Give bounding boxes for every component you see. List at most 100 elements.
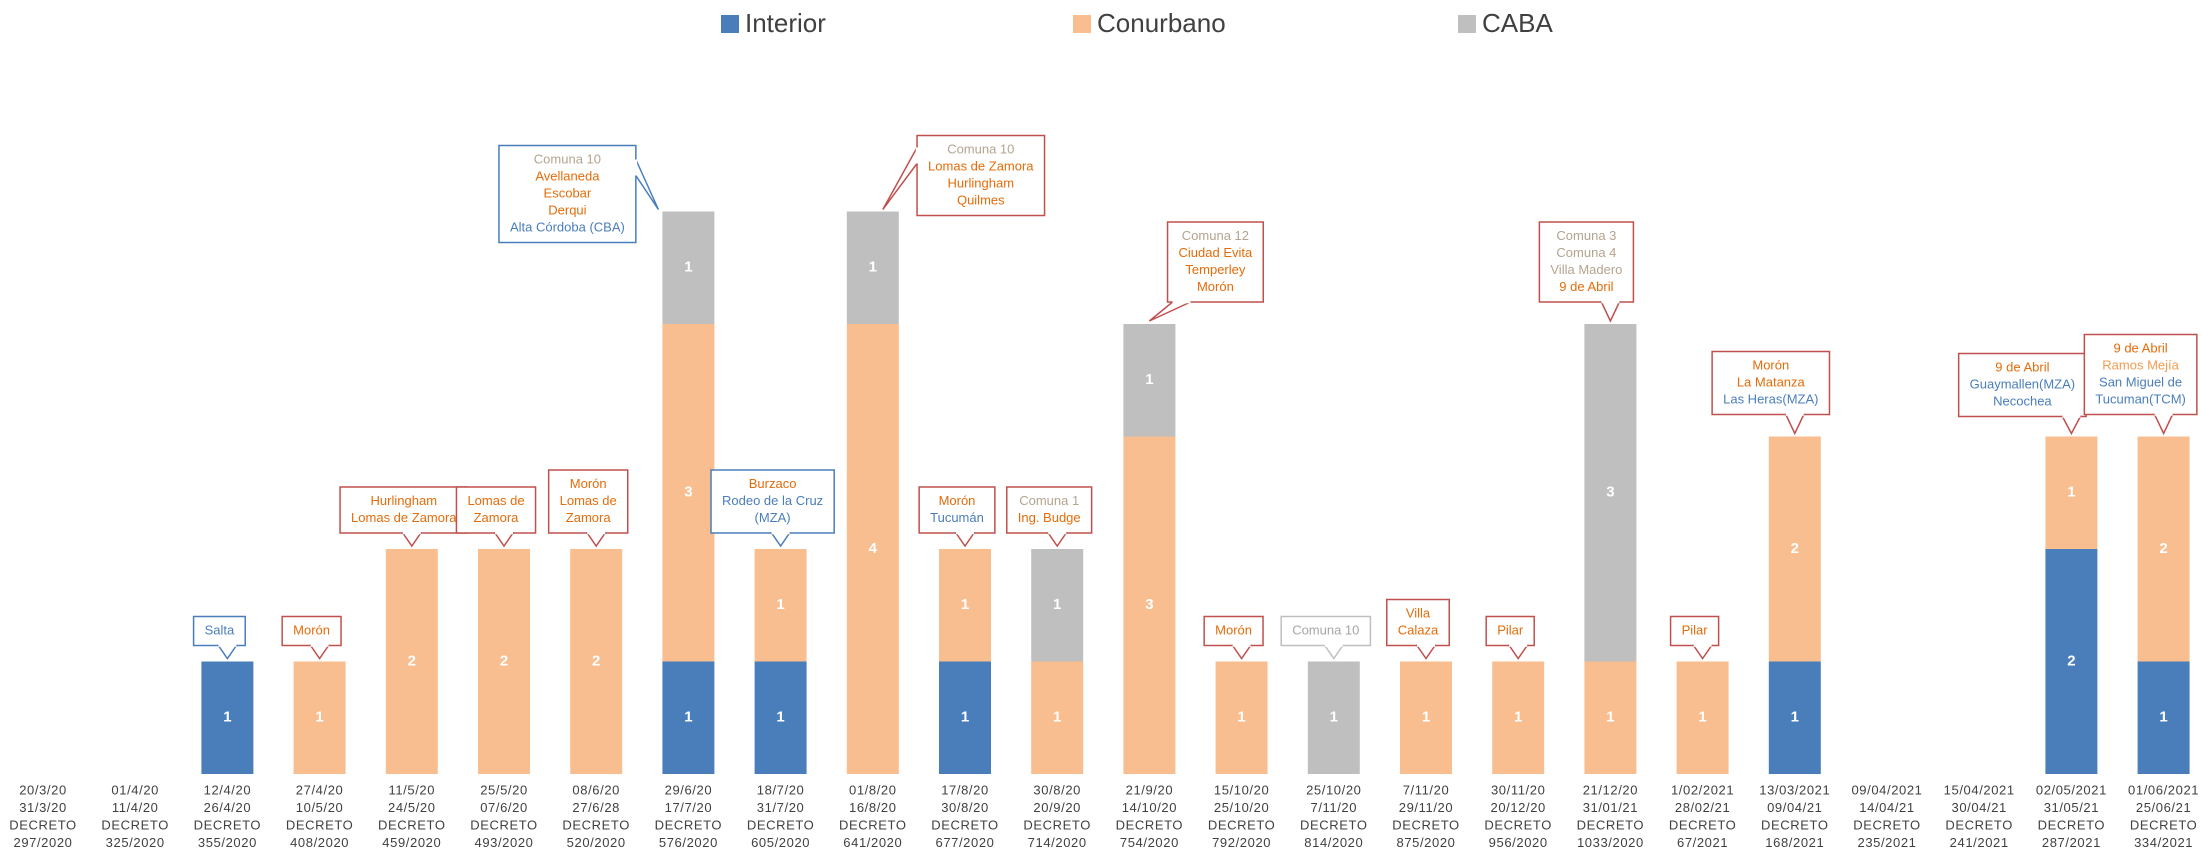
x-tick-label: 25/10/20: [1306, 782, 1361, 797]
callout-text: Lomas de Zamora: [351, 510, 457, 525]
callout-pointer: [770, 532, 792, 548]
callout-text: Lomas de: [467, 493, 524, 508]
callout-text: Necochea: [1993, 393, 2052, 408]
callout-box: [1203, 615, 1264, 647]
x-tick-label: 792/2020: [1212, 835, 1271, 849]
x-tick-label: 09/04/2021: [1851, 782, 1922, 797]
callout-box: [547, 469, 629, 534]
callout-box: [1957, 352, 2087, 418]
callout-text: Hurlingham: [371, 493, 437, 508]
callout-text: Salta: [205, 622, 235, 637]
callout-box: [2083, 333, 2198, 416]
segment-label: 2: [2067, 652, 2075, 669]
x-tick-label: 20/3/20: [19, 782, 67, 797]
callout-text: (MZA): [755, 510, 791, 525]
callout-text: Escobar: [544, 185, 592, 200]
callout-text: Las Heras(MZA): [1723, 391, 1818, 406]
x-tick-label: 01/06/2021: [2128, 782, 2199, 797]
segment-label: 1: [1791, 709, 1799, 726]
x-tick-label: 18/7/20: [757, 782, 805, 797]
bar-segment: [1123, 324, 1176, 437]
callout: Comuna 1 Ing. Budge: [1006, 486, 1093, 548]
x-tick-label: DECRETO: [1945, 817, 2013, 832]
x-tick-label: 14/10/20: [1122, 800, 1177, 815]
legend-swatch: [1073, 15, 1091, 33]
callout-text: Lomas de: [560, 493, 617, 508]
segment-label: 1: [1053, 596, 1061, 613]
callout-box: [916, 134, 1046, 217]
bar-segment: [1584, 661, 1637, 774]
x-tick-label: 1/02/2021: [1671, 782, 1734, 797]
segment-label: 2: [592, 652, 600, 669]
callout-pointer: [401, 532, 423, 548]
callout-pointer: [1415, 644, 1437, 660]
x-tick-label: DECRETO: [1484, 817, 1552, 832]
x-tick-label: 677/2020: [935, 835, 994, 849]
x-tick-label: 12/4/20: [204, 782, 252, 797]
x-tick-label: 17/7/20: [665, 800, 713, 815]
x-tick-label: DECRETO: [378, 817, 446, 832]
callout: Morón: [1203, 615, 1264, 660]
callout-pointer: [1600, 301, 1621, 323]
callout-text: Pilar: [1682, 622, 1709, 637]
x-tick-label: 26/4/20: [204, 800, 252, 815]
callout-text: Morón: [1215, 622, 1252, 637]
callout-text: Calaza: [1398, 622, 1439, 637]
segment-label: 1: [2067, 484, 2075, 501]
callout: Comuna 10: [1280, 615, 1372, 660]
bar-segment: [201, 661, 254, 774]
callout-pointer: [1148, 301, 1191, 322]
x-tick-label: DECRETO: [9, 817, 77, 832]
bar-segment: [939, 661, 991, 774]
x-tick-label: 67/2021: [1677, 835, 1728, 849]
callout-pointer: [2061, 415, 2082, 436]
segment-label: 1: [223, 709, 231, 726]
bar-segment: [754, 661, 807, 774]
x-tick-label: 27/4/20: [296, 782, 344, 797]
bar-segment: [1768, 436, 1821, 662]
x-tick-label: 714/2020: [1028, 835, 1087, 849]
callout-box: [1538, 221, 1635, 303]
x-tick-label: 07/6/20: [480, 800, 528, 815]
callout-text: Comuna 4: [1556, 245, 1616, 260]
x-tick-label: DECRETO: [931, 817, 999, 832]
bar-segment: [662, 324, 715, 662]
callout-pointer: [1507, 644, 1529, 660]
callout: Morón La Matanza Las Heras(MZA): [1711, 350, 1831, 436]
bar-segment: [1215, 661, 1268, 774]
x-tick-label: 20/12/20: [1490, 800, 1545, 815]
x-tick-label: DECRETO: [1300, 817, 1368, 832]
legend-swatch: [721, 15, 739, 33]
callout-text: Rodeo de la Cruz: [722, 493, 823, 508]
callout-text: 9 de Abril: [1995, 359, 2049, 374]
x-tick-label: 334/2021: [2134, 835, 2193, 849]
bar-segment: [385, 549, 438, 774]
callout-box: [1711, 350, 1831, 416]
x-tick-label: 13/03/2021: [1759, 782, 1830, 797]
callout-pointer: [1231, 644, 1253, 660]
bar-segment: [570, 549, 623, 774]
x-tick-label: 24/5/20: [388, 800, 436, 815]
legend-label: CABA: [1482, 8, 1553, 38]
x-tick-label: 11/4/20: [112, 800, 159, 815]
callout: Lomas de Zamora: [455, 486, 537, 548]
callout: Comuna 12 Ciudad Evita Temperley Morón: [1148, 221, 1265, 322]
segment-label: 4: [869, 540, 878, 557]
x-tick-label: 28/02/21: [1675, 800, 1730, 815]
x-tick-label: 493/2020: [474, 835, 533, 849]
x-tick-label: 25/5/20: [480, 782, 528, 797]
callout-text: Comuna 10: [534, 151, 601, 166]
segment-label: 1: [1606, 709, 1614, 726]
x-tick-label: DECRETO: [655, 817, 723, 832]
bar-segment: [846, 211, 899, 324]
bar-segment: [2137, 661, 2190, 774]
callout-text: Tucuman(TCM): [2095, 391, 2186, 406]
segment-label: 2: [2159, 540, 2167, 557]
x-tick-label: DECRETO: [1392, 817, 1460, 832]
x-tick-label: DECRETO: [1577, 817, 1645, 832]
callout-text: Zamora: [474, 510, 520, 525]
segment-label: 1: [1145, 371, 1153, 388]
x-tick-label: 29/6/20: [665, 782, 713, 797]
x-tick-label: 30/8/20: [941, 800, 989, 815]
x-tick-label: DECRETO: [747, 817, 815, 832]
